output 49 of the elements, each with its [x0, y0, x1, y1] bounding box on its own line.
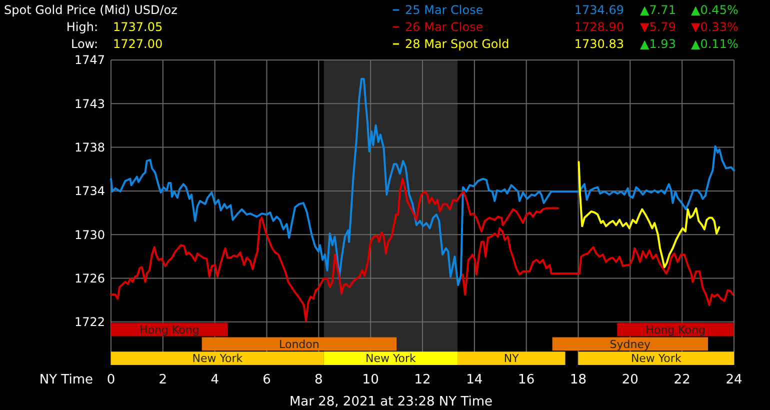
x-tick-label: 10 — [362, 372, 379, 388]
x-tick-label: 2 — [158, 372, 168, 388]
y-tick-label: 1722 — [74, 315, 105, 330]
y-tick-label: 1738 — [74, 140, 105, 154]
x-tick-label: 14 — [466, 372, 483, 388]
x-tick-label: 12 — [414, 372, 431, 388]
y-tick-label: 1743 — [74, 96, 105, 111]
text: ▲1.93 — [640, 37, 676, 52]
text: 1730.83 — [574, 37, 624, 52]
text: ▲7.71 — [640, 3, 676, 18]
band-label: Sydney — [610, 338, 652, 351]
y-tick-label: 1726 — [74, 271, 105, 286]
legend-label: 28 Mar Spot Gold — [405, 37, 510, 52]
text: Mar 28, 2021 at 23:28 NY Time — [289, 394, 493, 410]
text: 1734.69 — [574, 3, 624, 18]
line-series — [110, 178, 559, 322]
band-label: Hong Kong — [646, 323, 706, 336]
legend-label: 25 Mar Close — [405, 3, 484, 18]
legend-label: 26 Mar Close — [405, 20, 484, 34]
band-label: London — [279, 338, 320, 351]
line-series — [110, 78, 735, 286]
x-tick-label: 20 — [622, 372, 638, 388]
x-tick-label: 6 — [262, 372, 271, 388]
y-tick-label: 1734 — [74, 184, 105, 198]
band-label: New York — [192, 352, 244, 366]
text: ▼0.33% — [691, 20, 738, 34]
y-tick-label: 1730 — [74, 228, 105, 242]
line-series — [462, 227, 734, 306]
text: ▲0.11% — [691, 37, 738, 52]
band-label: New York — [366, 352, 417, 366]
band-label: Hong Kong — [140, 323, 200, 336]
x-tick-label: 24 — [726, 372, 742, 388]
x-tick-label: 22 — [674, 372, 690, 388]
x-tick-label: 16 — [518, 372, 535, 388]
text: Low: 1727.00 — [70, 37, 163, 52]
band-label: NY — [504, 352, 520, 366]
x-axis-title: NY Time — [39, 372, 93, 388]
x-tick-label: 0 — [106, 372, 116, 388]
x-tick-label: 18 — [570, 372, 587, 388]
text: ▼5.79 — [640, 20, 676, 34]
text: ▲0.45% — [691, 3, 738, 18]
y-tick-label: 1747 — [74, 53, 105, 68]
band-label: New York — [630, 352, 682, 366]
text: 1728.90 — [574, 20, 624, 34]
line-series — [578, 161, 720, 268]
x-tick-label: 4 — [210, 372, 219, 388]
chart-title: Spot Gold Price (Mid) USD/oz — [4, 3, 178, 18]
text: High: 1737.05 — [66, 20, 163, 34]
x-tick-label: 8 — [314, 372, 323, 388]
